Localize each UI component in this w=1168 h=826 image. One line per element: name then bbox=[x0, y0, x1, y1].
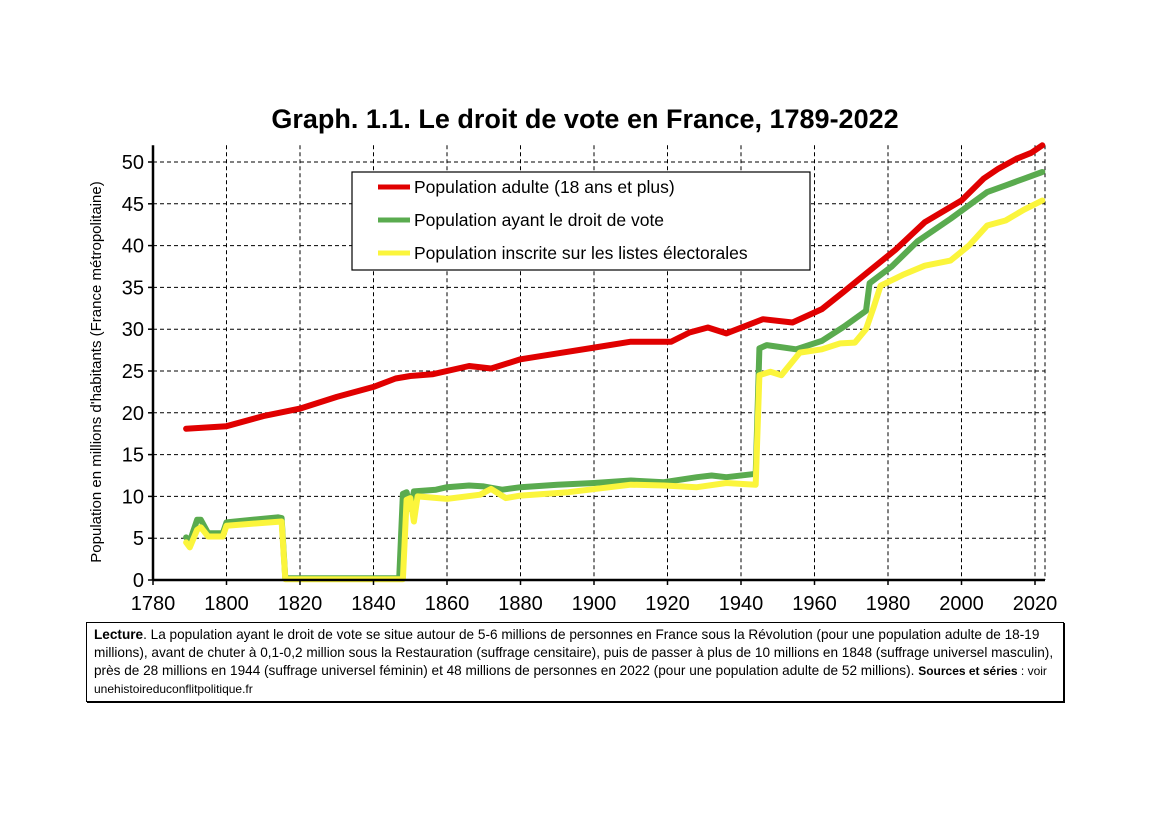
legend-label: Population ayant le droit de vote bbox=[414, 210, 664, 230]
grid bbox=[153, 145, 1046, 580]
x-tick-label: 1820 bbox=[278, 593, 323, 615]
x-tick-label: 2000 bbox=[939, 593, 984, 615]
y-tick-label: 15 bbox=[122, 445, 144, 467]
axes: 1780 1800 1820 1840 1860 1880 1900 1920 1940 1960… bbox=[122, 145, 1058, 615]
y-tick-label: 35 bbox=[122, 277, 144, 299]
x-tick-label: 1960 bbox=[792, 593, 837, 615]
legend-label: Population inscrite sur les listes élect… bbox=[414, 243, 748, 263]
x-tick-label: 1800 bbox=[204, 593, 249, 615]
y-tick-label: 45 bbox=[122, 194, 144, 216]
x-tick-label: 1940 bbox=[719, 593, 764, 615]
series-lines bbox=[183, 142, 1046, 583]
caption-text: . La population ayant le droit de vote s… bbox=[94, 627, 1054, 678]
y-tick-label: 20 bbox=[122, 403, 144, 425]
series-line-1 bbox=[183, 142, 1046, 432]
series-line-2 bbox=[183, 169, 1046, 582]
x-tick-label: 1900 bbox=[572, 593, 617, 615]
y-tick-label: 10 bbox=[122, 486, 144, 508]
x-tick-label: 2020 bbox=[1013, 593, 1058, 615]
series-line-3 bbox=[183, 197, 1046, 583]
chart-title: Graph. 1.1. Le droit de vote en France, … bbox=[271, 104, 898, 134]
y-tick-label: 40 bbox=[122, 236, 144, 258]
x-tick-label: 1780 bbox=[131, 593, 176, 615]
x-tick-label: 1840 bbox=[351, 593, 396, 615]
x-tick-label: 1920 bbox=[645, 593, 690, 615]
y-axis-label: Population en millions d'habitants (Fran… bbox=[88, 181, 105, 562]
reading-note: Lecture. La population ayant le droit de… bbox=[86, 622, 1064, 702]
sources-text: : voir unehistoireduconflitpolitique.fr bbox=[94, 664, 1047, 696]
x-tick-label: 1860 bbox=[425, 593, 470, 615]
y-tick-label: 50 bbox=[122, 152, 144, 174]
legend: Population adulte (18 ans et plus) Popula… bbox=[351, 171, 811, 271]
y-tick-label: 25 bbox=[122, 361, 144, 383]
y-tick-label: 5 bbox=[133, 528, 144, 550]
sources-label: Sources et séries bbox=[918, 664, 1018, 678]
caption-lead: Lecture bbox=[94, 627, 144, 642]
y-tick-label: 30 bbox=[122, 319, 144, 341]
y-tick-label: 0 bbox=[133, 570, 144, 592]
legend-label: Population adulte (18 ans et plus) bbox=[414, 177, 675, 197]
x-tick-label: 1980 bbox=[866, 593, 911, 615]
x-tick-label: 1880 bbox=[498, 593, 543, 615]
